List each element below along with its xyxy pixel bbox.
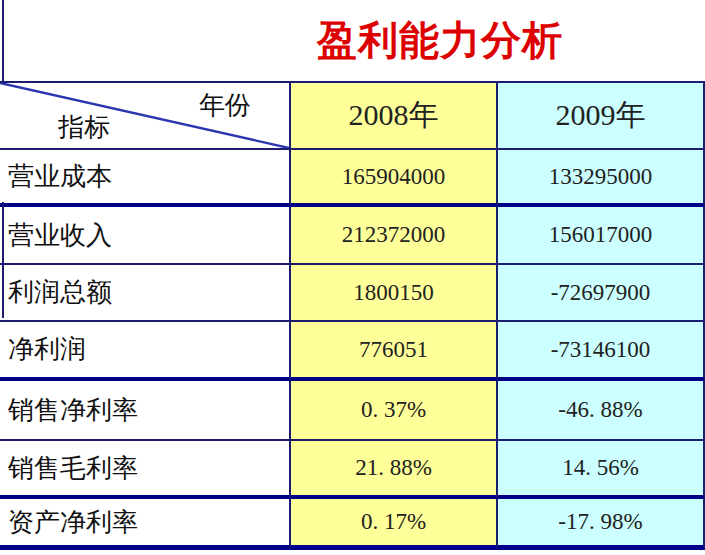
column-header-2008: 2008年	[291, 83, 498, 150]
value-2009: -46. 88%	[498, 381, 705, 441]
row-label: 资产净利率	[0, 499, 291, 550]
value-2008: 212372000	[291, 207, 498, 265]
row-label: 营业成本	[0, 150, 291, 207]
document-page: 盈利能力分析 年份 指标 2008年 2009年 营业成本 165904000 …	[0, 0, 705, 555]
value-2009: 14. 56%	[498, 441, 705, 499]
header-corner-cell: 年份 指标	[0, 83, 291, 150]
column-header-2009: 2009年	[498, 83, 705, 150]
corner-year-label: 年份	[199, 88, 251, 123]
value-2009: 156017000	[498, 207, 705, 265]
row-label: 利润总额	[0, 265, 291, 322]
left-border-line	[2, 202, 4, 318]
value-2009: -72697900	[498, 265, 705, 322]
value-2009: 133295000	[498, 150, 705, 207]
value-2008: 21. 88%	[291, 441, 498, 499]
value-2008: 1800150	[291, 265, 498, 322]
value-2008: 165904000	[291, 150, 498, 207]
corner-indicator-label: 指标	[58, 110, 110, 145]
page-title: 盈利能力分析	[317, 13, 563, 68]
value-2009: -17. 98%	[498, 499, 705, 550]
value-2008: 0. 17%	[291, 499, 498, 550]
value-2009: -73146100	[498, 322, 705, 381]
row-label: 销售毛利率	[0, 441, 291, 499]
value-2008: 0. 37%	[291, 381, 498, 441]
row-label: 销售净利率	[0, 381, 291, 441]
row-label: 营业收入	[0, 207, 291, 265]
profit-analysis-table: 年份 指标 2008年 2009年 营业成本 165904000 1332950…	[0, 81, 705, 550]
row-label: 净利润	[0, 322, 291, 381]
value-2008: 776051	[291, 322, 498, 381]
title-area: 盈利能力分析	[0, 0, 705, 81]
